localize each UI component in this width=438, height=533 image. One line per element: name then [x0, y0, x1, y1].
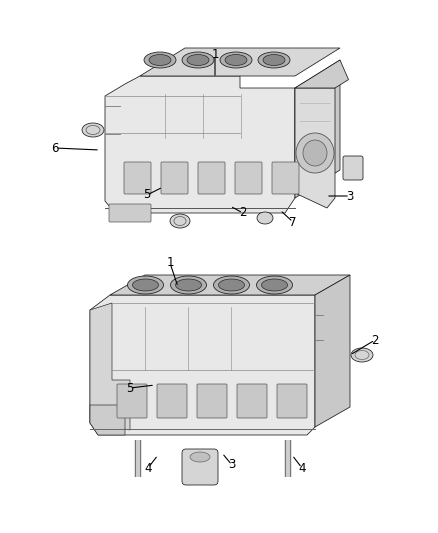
Text: 5: 5	[143, 189, 151, 201]
FancyBboxPatch shape	[198, 162, 225, 194]
Ellipse shape	[257, 276, 293, 294]
Polygon shape	[140, 48, 340, 76]
Polygon shape	[90, 405, 125, 435]
FancyBboxPatch shape	[235, 162, 262, 194]
Ellipse shape	[144, 52, 176, 68]
Ellipse shape	[170, 214, 190, 228]
Polygon shape	[295, 60, 340, 198]
Ellipse shape	[133, 279, 159, 291]
Ellipse shape	[127, 276, 163, 294]
FancyBboxPatch shape	[237, 384, 267, 418]
Ellipse shape	[351, 348, 373, 362]
Text: 2: 2	[371, 334, 379, 346]
Polygon shape	[90, 295, 315, 435]
FancyBboxPatch shape	[157, 384, 187, 418]
Polygon shape	[105, 76, 295, 213]
Ellipse shape	[182, 52, 214, 68]
Text: 3: 3	[346, 190, 354, 203]
Ellipse shape	[176, 279, 201, 291]
Text: 1: 1	[166, 256, 174, 270]
Ellipse shape	[257, 212, 273, 224]
FancyBboxPatch shape	[109, 204, 151, 222]
FancyBboxPatch shape	[161, 162, 188, 194]
Ellipse shape	[170, 276, 206, 294]
Text: 7: 7	[289, 215, 297, 229]
Ellipse shape	[225, 54, 247, 66]
FancyBboxPatch shape	[197, 384, 227, 418]
Text: 6: 6	[51, 141, 59, 155]
Text: 2: 2	[239, 206, 247, 220]
Ellipse shape	[187, 54, 209, 66]
FancyBboxPatch shape	[124, 162, 151, 194]
Ellipse shape	[220, 52, 252, 68]
Ellipse shape	[219, 279, 244, 291]
Text: 4: 4	[144, 462, 152, 474]
FancyBboxPatch shape	[182, 449, 218, 485]
FancyBboxPatch shape	[277, 384, 307, 418]
Text: 5: 5	[126, 382, 134, 394]
Ellipse shape	[190, 452, 210, 462]
Polygon shape	[295, 88, 335, 208]
Ellipse shape	[149, 54, 171, 66]
Ellipse shape	[82, 123, 104, 137]
Ellipse shape	[296, 133, 334, 173]
Ellipse shape	[258, 52, 290, 68]
Polygon shape	[315, 275, 350, 427]
Polygon shape	[90, 303, 130, 430]
Text: 3: 3	[228, 458, 236, 472]
Text: 1: 1	[211, 49, 219, 61]
Polygon shape	[110, 275, 350, 295]
Text: 4: 4	[298, 462, 306, 474]
Ellipse shape	[303, 140, 327, 166]
Ellipse shape	[213, 276, 250, 294]
FancyBboxPatch shape	[117, 384, 147, 418]
Ellipse shape	[263, 54, 285, 66]
FancyBboxPatch shape	[343, 156, 363, 180]
FancyBboxPatch shape	[272, 162, 299, 194]
Ellipse shape	[261, 279, 287, 291]
Polygon shape	[295, 60, 349, 88]
